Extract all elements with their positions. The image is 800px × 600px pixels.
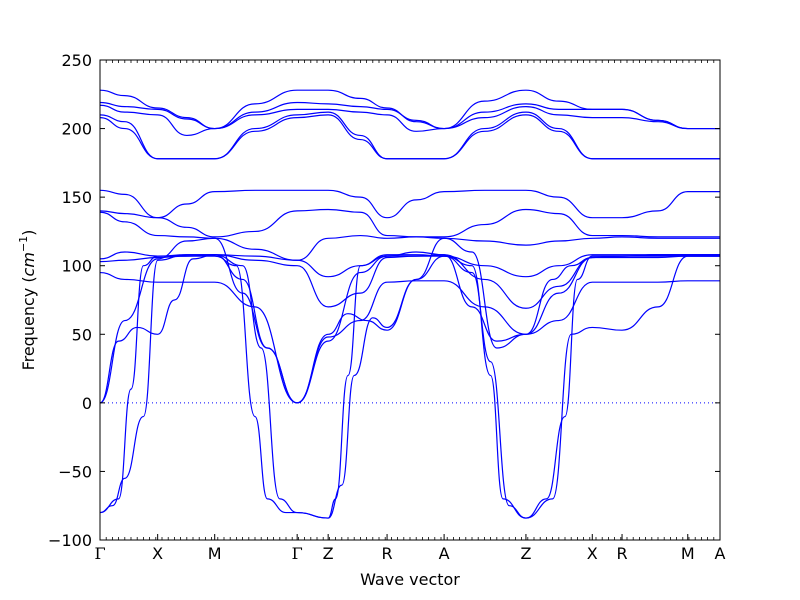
- y-tick-label: 0: [82, 394, 92, 413]
- x-axis-title: Wave vector: [360, 570, 460, 589]
- x-tick-label: R: [381, 544, 392, 563]
- x-tick-label: X: [152, 544, 163, 563]
- phonon-band-13: [99, 255, 720, 519]
- x-tick-label: X: [587, 544, 598, 563]
- phonon-band-3: [99, 104, 720, 137]
- x-tick-label: A: [715, 544, 726, 563]
- y-tick-label: 50: [72, 325, 92, 344]
- phonon-band-7: [99, 208, 720, 238]
- y-tick-label: −50: [58, 462, 92, 481]
- phonon-band-15: [99, 237, 720, 404]
- y-tick-label: 250: [61, 51, 92, 70]
- x-tick-label: Γ: [292, 544, 303, 563]
- y-tick-label: 200: [61, 120, 92, 139]
- y-tick-label: 100: [61, 257, 92, 276]
- y-tick-label: −100: [48, 531, 92, 550]
- y-axis-title: Frequency (cm−1): [17, 230, 38, 371]
- series-layer: [99, 89, 720, 519]
- phonon-band-5: [99, 114, 720, 160]
- phonon-band-8: [99, 211, 720, 261]
- phonon-band-6: [99, 189, 720, 219]
- x-tick-label: R: [616, 544, 627, 563]
- phonon-band-2: [99, 101, 720, 130]
- x-tick-label: M: [681, 544, 695, 563]
- x-tick-label: Z: [323, 544, 334, 563]
- phonon-band-11: [99, 271, 720, 404]
- x-tick-label: A: [439, 544, 450, 563]
- phonon-band-12: [99, 254, 720, 519]
- phonon-band-14: [99, 237, 720, 514]
- x-tick-label: M: [208, 544, 222, 563]
- y-axis-ticks: −100 −50 0 50 100 150 200 250: [48, 51, 720, 550]
- y-tick-label: 150: [61, 188, 92, 207]
- x-tick-label: Γ: [94, 544, 105, 563]
- x-tick-label: Z: [520, 544, 531, 563]
